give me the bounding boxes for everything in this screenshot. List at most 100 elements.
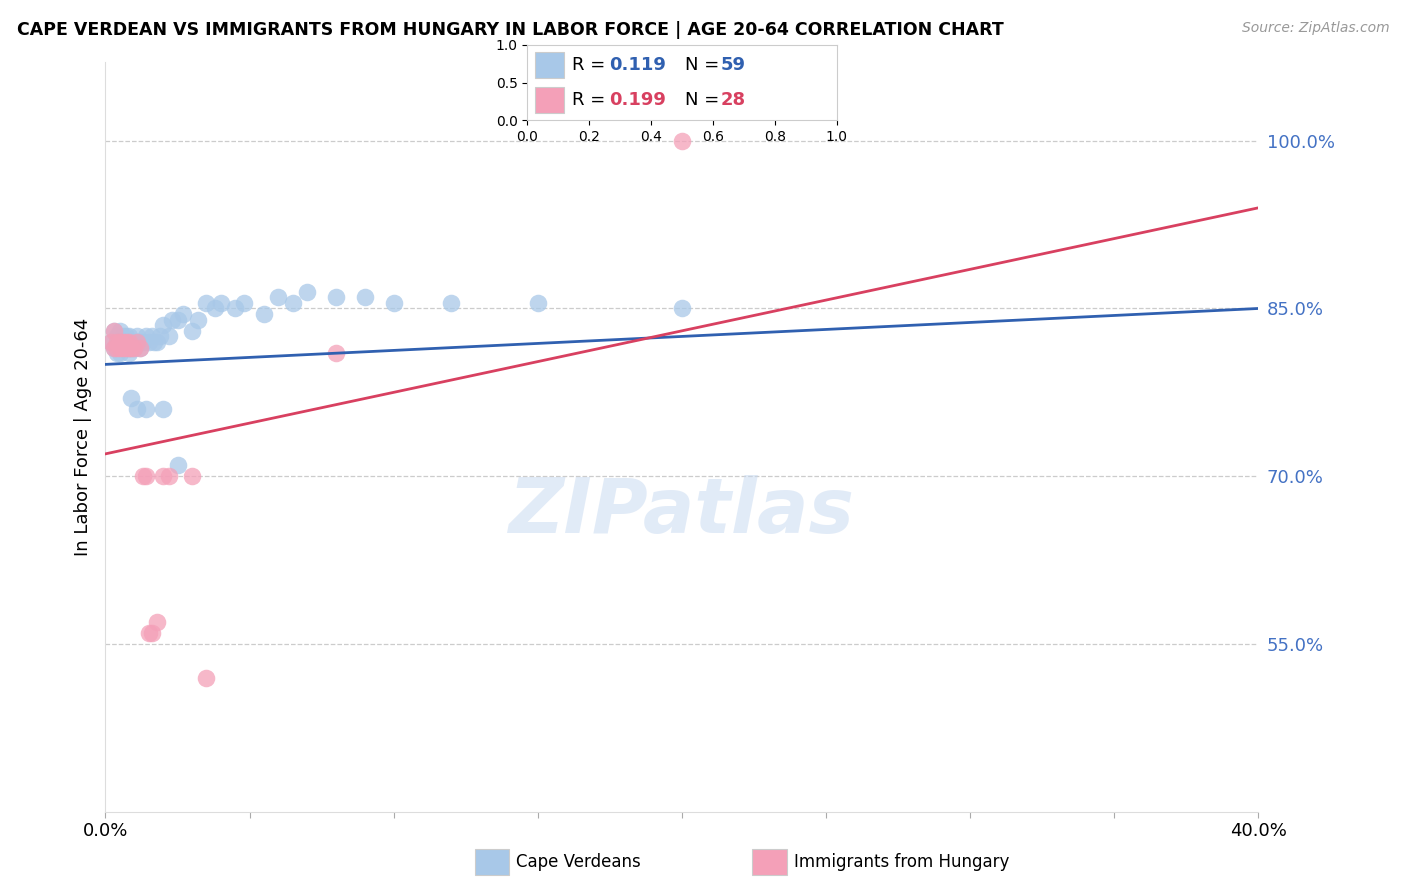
Point [108, 341, 131, 355]
Text: R =: R = [572, 91, 612, 109]
Point [111, 334, 134, 349]
Point [124, 334, 146, 349]
Point [108, 334, 131, 349]
Point [146, 615, 169, 629]
Point [103, 324, 125, 338]
Point [105, 334, 128, 349]
Point [127, 329, 149, 343]
Point [160, 312, 183, 326]
Text: 0.119: 0.119 [609, 55, 666, 74]
Point [120, 391, 142, 405]
Point [117, 341, 139, 355]
Point [124, 341, 146, 355]
Point [111, 334, 134, 349]
Point [129, 334, 152, 349]
Point [129, 341, 152, 355]
Text: 59: 59 [720, 55, 745, 74]
Text: N =: N = [685, 91, 725, 109]
Point [117, 334, 139, 349]
Point [105, 329, 128, 343]
Point [135, 469, 157, 483]
Point [224, 301, 246, 316]
Point [111, 329, 134, 343]
Text: 0.199: 0.199 [609, 91, 666, 109]
Point [114, 334, 136, 349]
Text: Immigrants from Hungary: Immigrants from Hungary [794, 853, 1010, 871]
Point [440, 296, 463, 310]
Text: R =: R = [572, 55, 612, 74]
Point [152, 318, 174, 333]
Point [127, 402, 149, 417]
Text: ZIPatlas: ZIPatlas [509, 475, 855, 549]
Point [111, 341, 134, 355]
Point [195, 296, 218, 310]
Point [127, 334, 149, 349]
Point [671, 301, 693, 316]
Point [108, 324, 131, 338]
Point [114, 329, 136, 343]
Text: N =: N = [685, 55, 725, 74]
Point [157, 469, 180, 483]
Text: Cape Verdeans: Cape Verdeans [516, 853, 641, 871]
Point [124, 341, 146, 355]
Bar [534, 87, 564, 112]
Point [527, 296, 550, 310]
Point [267, 290, 290, 304]
Point [114, 341, 136, 355]
Text: Source: ZipAtlas.com: Source: ZipAtlas.com [1241, 21, 1389, 35]
Point [117, 341, 139, 355]
Point [127, 334, 149, 349]
Point [105, 341, 128, 355]
Point [111, 341, 134, 355]
Point [152, 469, 174, 483]
Point [232, 296, 254, 310]
Point [103, 341, 125, 355]
Y-axis label: In Labor Force | Age 20-64: In Labor Force | Age 20-64 [73, 318, 91, 557]
Point [382, 296, 405, 310]
Point [146, 334, 169, 349]
Point [120, 334, 142, 349]
Point [166, 312, 188, 326]
Point [187, 312, 209, 326]
Point [172, 307, 194, 321]
Point [138, 625, 160, 640]
Bar [475, 849, 509, 874]
Point [108, 334, 131, 349]
Point [100, 334, 122, 349]
Point [100, 334, 122, 349]
Point [132, 334, 155, 349]
Bar [752, 849, 787, 874]
Point [354, 290, 377, 304]
Point [195, 671, 218, 685]
Point [166, 458, 188, 472]
Point [152, 402, 174, 417]
Text: CAPE VERDEAN VS IMMIGRANTS FROM HUNGARY IN LABOR FORCE | AGE 20-64 CORRELATION C: CAPE VERDEAN VS IMMIGRANTS FROM HUNGARY … [17, 21, 1004, 38]
Point [135, 402, 157, 417]
Point [209, 296, 232, 310]
Point [180, 324, 204, 338]
Point [117, 346, 139, 360]
Point [120, 341, 142, 355]
Point [671, 134, 693, 148]
Point [120, 341, 142, 355]
Point [114, 334, 136, 349]
Point [117, 329, 139, 343]
Point [141, 329, 163, 343]
Point [297, 285, 319, 299]
Point [143, 334, 166, 349]
Point [325, 346, 347, 360]
Point [108, 346, 131, 360]
Point [105, 346, 128, 360]
Point [180, 469, 204, 483]
Point [138, 334, 160, 349]
Point [135, 329, 157, 343]
Point [103, 341, 125, 355]
Point [325, 290, 347, 304]
Point [141, 625, 163, 640]
Bar [534, 52, 564, 78]
Point [149, 329, 172, 343]
Point [129, 341, 152, 355]
Point [103, 324, 125, 338]
Point [157, 329, 180, 343]
Point [204, 301, 226, 316]
